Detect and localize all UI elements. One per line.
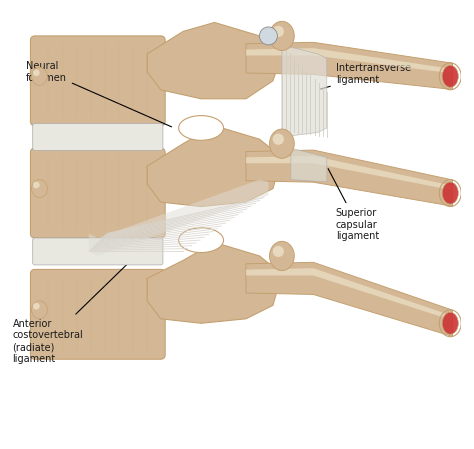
Ellipse shape xyxy=(442,182,458,204)
Polygon shape xyxy=(246,268,453,321)
Text: Superior
capsular
ligament: Superior capsular ligament xyxy=(328,168,379,241)
Ellipse shape xyxy=(32,67,47,85)
FancyBboxPatch shape xyxy=(33,123,163,150)
FancyBboxPatch shape xyxy=(30,269,165,359)
Ellipse shape xyxy=(179,116,224,141)
FancyBboxPatch shape xyxy=(30,36,165,126)
Polygon shape xyxy=(291,148,327,182)
Polygon shape xyxy=(147,126,282,207)
Ellipse shape xyxy=(179,228,224,252)
Ellipse shape xyxy=(442,66,458,87)
Polygon shape xyxy=(246,150,453,206)
FancyBboxPatch shape xyxy=(33,238,163,265)
Ellipse shape xyxy=(273,134,284,145)
Ellipse shape xyxy=(32,180,47,198)
Polygon shape xyxy=(282,45,327,137)
Text: Anterior
costovertebral
(radiate)
ligament: Anterior costovertebral (radiate) ligame… xyxy=(12,247,145,364)
Polygon shape xyxy=(246,42,453,89)
Ellipse shape xyxy=(270,129,294,158)
Ellipse shape xyxy=(33,69,40,76)
Polygon shape xyxy=(246,262,453,336)
Text: Neural
foramen: Neural foramen xyxy=(26,61,172,127)
Ellipse shape xyxy=(442,313,458,334)
Ellipse shape xyxy=(270,242,294,270)
Polygon shape xyxy=(246,48,453,74)
Ellipse shape xyxy=(33,303,40,310)
Ellipse shape xyxy=(273,26,284,37)
Ellipse shape xyxy=(270,21,294,50)
FancyBboxPatch shape xyxy=(30,148,165,238)
Polygon shape xyxy=(89,180,268,256)
Polygon shape xyxy=(147,22,282,99)
Ellipse shape xyxy=(259,27,277,45)
Polygon shape xyxy=(147,242,282,323)
Ellipse shape xyxy=(33,181,40,189)
Text: Intertransverse
ligament: Intertransverse ligament xyxy=(320,63,411,89)
Polygon shape xyxy=(246,156,453,190)
Ellipse shape xyxy=(273,246,284,257)
Ellipse shape xyxy=(32,301,47,319)
